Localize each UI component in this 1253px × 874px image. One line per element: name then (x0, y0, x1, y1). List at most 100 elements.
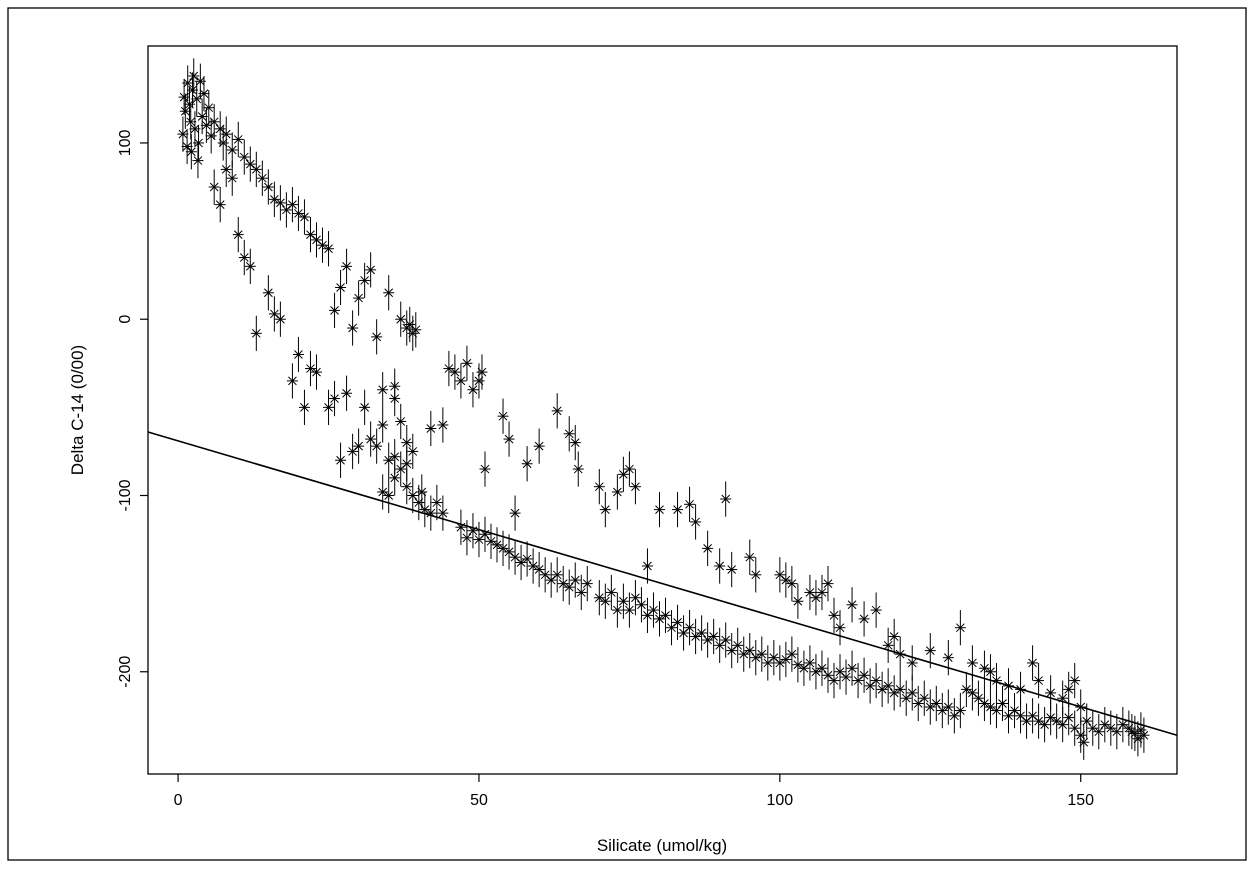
marker-stroke (799, 663, 809, 673)
data-point (858, 657, 870, 693)
marker-stroke (360, 276, 369, 285)
data-point (298, 389, 310, 425)
marker-stroke (582, 579, 592, 588)
marker-stroke (1046, 688, 1055, 698)
data-point (262, 275, 274, 311)
marker-stroke (619, 596, 628, 606)
marker-stroke (619, 469, 628, 479)
marker-stroke (227, 145, 237, 155)
marker-stroke (787, 579, 797, 588)
data-point (268, 296, 280, 332)
marker-stroke (889, 688, 899, 698)
data-point (870, 592, 882, 628)
data-point (310, 222, 322, 258)
data-point (1132, 721, 1144, 757)
data-point (533, 551, 545, 588)
data-point (918, 680, 930, 716)
data-point (653, 601, 665, 637)
marker-stroke (968, 658, 977, 668)
marker-stroke (456, 376, 466, 386)
data-point (292, 336, 304, 373)
data-point (455, 509, 467, 545)
marker-stroke (186, 117, 196, 127)
data-point (467, 513, 479, 549)
marker-stroke (564, 582, 574, 592)
data-point (1063, 699, 1075, 736)
marker-stroke (679, 628, 688, 638)
data-point (437, 495, 449, 531)
marker-stroke (956, 623, 965, 633)
data-point (274, 301, 286, 337)
marker-stroke (336, 455, 345, 465)
marker-stroke (823, 579, 833, 588)
marker-stroke (390, 452, 400, 462)
marker-stroke (324, 403, 333, 412)
marker-stroke (498, 411, 508, 421)
data-point (617, 583, 629, 619)
data-point (310, 354, 322, 390)
data-point (762, 645, 774, 681)
data-point (714, 627, 726, 663)
data-point (768, 640, 780, 676)
marker-stroke (330, 394, 339, 403)
data-point (181, 128, 193, 165)
data-point (629, 469, 641, 505)
data-point (750, 557, 762, 593)
data-point (413, 484, 425, 521)
data-point (188, 58, 200, 94)
marker-stroke (456, 522, 466, 532)
data-point (599, 491, 611, 528)
marker-stroke (192, 94, 202, 104)
marker-stroke (811, 593, 821, 603)
marker-stroke (697, 628, 706, 638)
outer-border (7, 7, 1247, 861)
marker-stroke (263, 288, 273, 298)
data-point (545, 562, 557, 598)
x-tick-label: 100 (766, 792, 793, 809)
marker-stroke (655, 505, 664, 514)
data-point (304, 350, 316, 387)
data-point (383, 275, 395, 311)
data-point (882, 627, 894, 663)
marker-stroke (294, 350, 303, 359)
marker-stroke (962, 685, 971, 694)
data-point (840, 659, 852, 695)
data-point (810, 580, 822, 616)
marker-stroke (631, 593, 640, 603)
marker-stroke (372, 332, 382, 342)
data-point (365, 252, 377, 288)
marker-stroke (209, 117, 219, 127)
data-point (377, 474, 389, 510)
marker-stroke (751, 570, 761, 580)
marker-stroke (221, 165, 231, 174)
marker-stroke (522, 459, 532, 469)
data-point (416, 474, 428, 510)
marker-stroke (835, 667, 845, 677)
data-point (593, 580, 605, 616)
marker-stroke (643, 561, 652, 571)
data-point (714, 548, 726, 584)
data-point (353, 428, 365, 464)
marker-stroke (510, 508, 520, 518)
data-point (521, 541, 533, 577)
data-point (846, 587, 858, 623)
data-point (196, 98, 208, 135)
data-point (948, 698, 960, 734)
marker-stroke (486, 536, 496, 546)
data-point (551, 557, 563, 593)
marker-stroke (781, 575, 791, 585)
marker-stroke (396, 417, 406, 426)
marker-stroke (757, 649, 767, 659)
data-point (1105, 710, 1117, 746)
marker-stroke (1082, 716, 1092, 726)
data-point (503, 421, 515, 457)
marker-stroke (474, 535, 484, 544)
marker-stroke (197, 112, 207, 121)
data-point (1033, 703, 1045, 739)
data-point (286, 363, 298, 399)
data-point (179, 93, 191, 129)
data-point (984, 654, 996, 690)
marker-stroke (552, 406, 562, 416)
data-point (401, 446, 413, 482)
marker-stroke (805, 588, 815, 597)
